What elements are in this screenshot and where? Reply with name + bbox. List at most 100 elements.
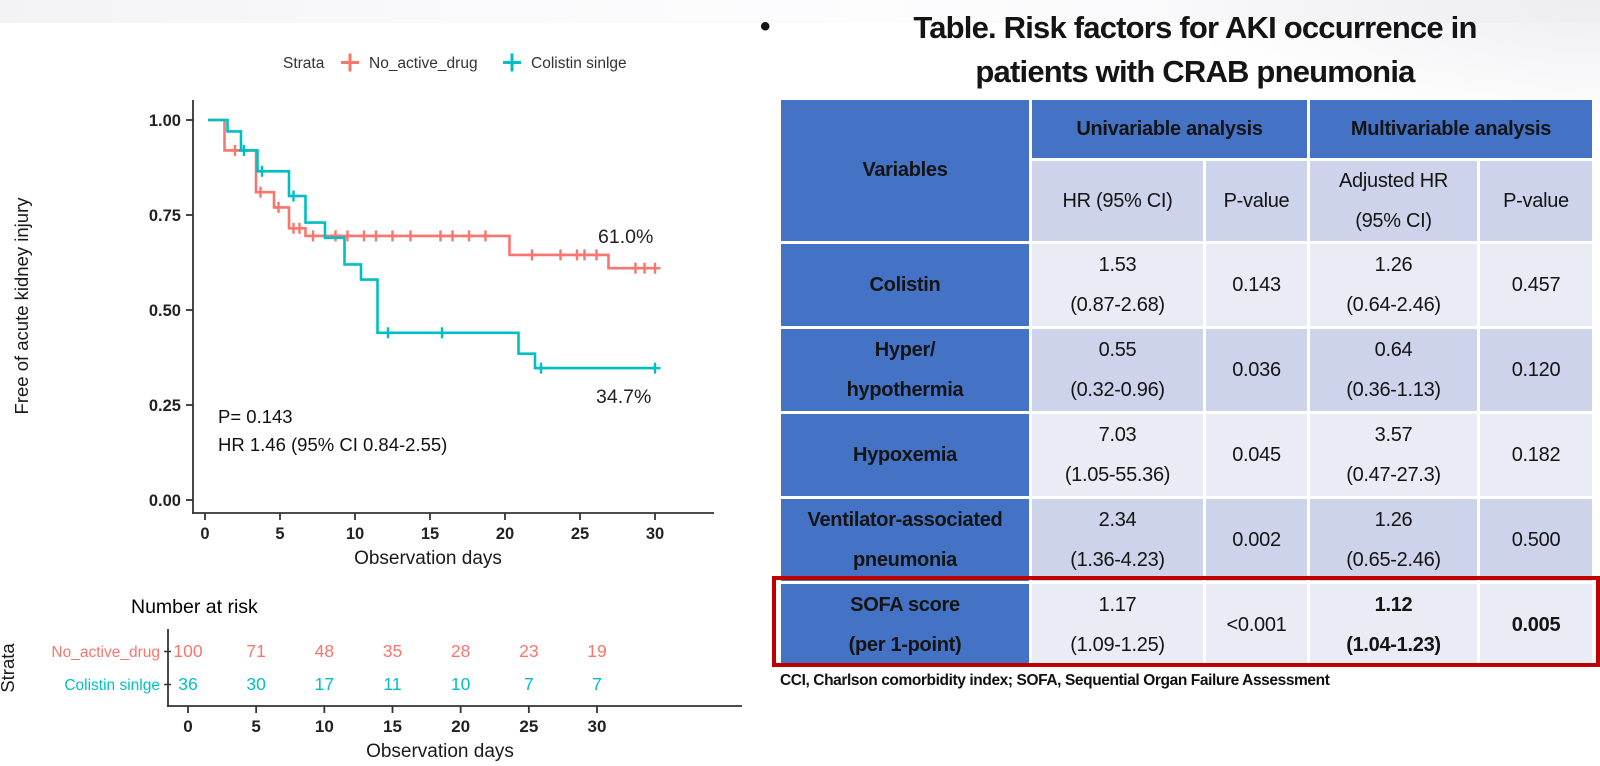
cell-uni-p: 0.036	[1206, 329, 1307, 411]
hr-ci: (0.87-2.68)	[1070, 294, 1165, 316]
row-label-line1: SOFA score	[850, 594, 960, 616]
hr-ci: (1.09-1.25)	[1070, 634, 1165, 656]
row-label-line1: Hypoxemia	[852, 444, 957, 466]
cell-multi-p-highlighted: 0.005	[1480, 584, 1592, 666]
cell-multi-hr-highlighted: 1.12 (1.04-1.23)	[1310, 584, 1477, 666]
hr-value: 2.34	[1098, 509, 1137, 531]
svg-text:0: 0	[200, 525, 209, 543]
table-row-hypoxemia: Hypoxemia 7.03 (1.05-55.36) 0.045 3.57 (…	[781, 414, 1592, 496]
cell-uni-hr: 2.34 (1.36-4.23)	[1032, 499, 1203, 581]
hr-value: 0.64	[1374, 339, 1413, 361]
hr-value: 1.12	[1374, 594, 1413, 616]
svg-text:35: 35	[383, 641, 402, 661]
legend: Strata No_active_drug Colistin sinlge	[283, 53, 627, 72]
cell-multi-hr: 0.64 (0.36-1.13)	[1310, 329, 1477, 411]
svg-text:10: 10	[451, 674, 471, 694]
col-header-multivariable: Multivariable analysis	[1310, 100, 1592, 158]
col-header-variables: Variables	[781, 100, 1029, 241]
svg-text:10: 10	[315, 717, 334, 736]
title-line-1: Table. Risk factors for AKI occurrence i…	[913, 10, 1477, 45]
svg-text:15: 15	[421, 525, 439, 543]
row-label-vap: Ventilator-associated pneumonia	[781, 499, 1029, 581]
svg-text:17: 17	[315, 674, 334, 694]
cell-multi-hr: 3.57 (0.47-27.3)	[1310, 414, 1477, 496]
row-label-line1: Ventilator-associated	[807, 509, 1003, 531]
col-header-multi-hr-line2: (95% CI)	[1355, 210, 1432, 232]
svg-text:30: 30	[588, 717, 607, 736]
cell-uni-hr: 7.03 (1.05-55.36)	[1032, 414, 1203, 496]
svg-text:HR 1.46 (95% CI 0.84-2.55): HR 1.46 (95% CI 0.84-2.55)	[218, 434, 447, 455]
svg-text:5: 5	[275, 525, 284, 543]
svg-text:20: 20	[451, 717, 470, 736]
cell-uni-p: 0.002	[1206, 499, 1307, 581]
svg-text:36: 36	[178, 674, 197, 694]
svg-text:No_active_drug: No_active_drug	[369, 55, 478, 72]
svg-text:Free of acute kidney injury: Free of acute kidney injury	[11, 197, 32, 415]
svg-text:Observation days: Observation days	[366, 741, 514, 762]
hr-ci: (0.36-1.13)	[1346, 379, 1441, 401]
cell-multi-hr: 1.26 (0.65-2.46)	[1310, 499, 1477, 581]
svg-text:0: 0	[183, 717, 192, 736]
table-header-row-1: Variables Univariable analysis Multivari…	[781, 100, 1592, 241]
km-annotations: 61.0% 34.7% P= 0.143 HR 1.46 (95% CI 0.84-2…	[218, 226, 653, 455]
row-label-colistin: Colistin	[781, 244, 1029, 326]
svg-text:25: 25	[519, 717, 538, 736]
svg-text:20: 20	[496, 525, 514, 543]
row-label-hyper-hypothermia: Hyper/ hypothermia	[781, 329, 1029, 411]
cell-uni-p: 0.143	[1206, 244, 1307, 326]
cell-multi-hr: 1.26 (0.64-2.46)	[1310, 244, 1477, 326]
svg-text:No_active_drug: No_active_drug	[51, 644, 160, 661]
table-row-ventilator-associated-pneumonia: Ventilator-associated pneumonia 2.34 (1.…	[781, 499, 1592, 581]
hr-value: 1.17	[1098, 594, 1137, 616]
cell-uni-hr: 0.55 (0.32-0.96)	[1032, 329, 1203, 411]
cell-multi-p: 0.120	[1480, 329, 1592, 411]
svg-text:11: 11	[383, 674, 401, 694]
number-at-risk-table: Number at risk Strata No_active_drug 10 0 71 4…	[0, 596, 742, 762]
svg-text:48: 48	[315, 641, 334, 661]
km-survival-figure: Strata No_active_drug Colistin sinlge 1.00 0…	[0, 53, 742, 762]
svg-text:Colistin sinlge: Colistin sinlge	[531, 55, 627, 72]
row-label-line2: hypothermia	[846, 379, 964, 401]
hr-ci: (0.65-2.46)	[1346, 549, 1441, 571]
cell-uni-hr: 1.53 (0.87-2.68)	[1032, 244, 1203, 326]
svg-text:Observation days: Observation days	[354, 548, 502, 569]
hr-value: 0.55	[1098, 339, 1137, 361]
col-header-univariable: Univariable analysis	[1032, 100, 1307, 158]
svg-text:Number at risk: Number at risk	[131, 596, 258, 618]
table-row-sofa-score: SOFA score (per 1-point) 1.17 (1.09-1.25…	[781, 584, 1592, 666]
hr-ci: (1.05-55.36)	[1064, 464, 1171, 486]
table-header-row-2: HR (95% CI) P-value Adjusted HR (95% CI)…	[781, 161, 1592, 241]
svg-text:25: 25	[571, 525, 589, 543]
svg-text:10: 10	[346, 525, 364, 543]
cell-multi-p: 0.182	[1480, 414, 1592, 496]
hr-ci: (0.64-2.46)	[1346, 294, 1441, 316]
table-footnote: CCI, Charlson comorbidity index; SOFA, S…	[780, 672, 1330, 689]
hr-value: 7.03	[1098, 424, 1137, 446]
hr-value: 1.26	[1374, 509, 1413, 531]
svg-text:7: 7	[524, 674, 534, 694]
svg-text:0.50: 0.50	[149, 302, 181, 320]
svg-text:71: 71	[246, 641, 265, 661]
svg-text:1.00: 1.00	[149, 112, 181, 130]
svg-text:34.7%: 34.7%	[596, 386, 651, 408]
row-label-line2: (per 1-point)	[848, 634, 962, 656]
svg-text:15: 15	[383, 717, 402, 736]
svg-text:0.25: 0.25	[149, 397, 181, 415]
hr-value: 1.53	[1098, 254, 1137, 276]
svg-text:P= 0.143: P= 0.143	[218, 406, 293, 427]
svg-text:7: 7	[592, 674, 602, 694]
title-bullet: •	[760, 10, 771, 43]
svg-text:28: 28	[451, 641, 470, 661]
svg-text:Strata: Strata	[0, 643, 18, 693]
cell-uni-hr: 1.17 (1.09-1.25)	[1032, 584, 1203, 666]
table-row-hyper-hypothermia: Hyper/ hypothermia 0.55 (0.32-0.96) 0.03…	[781, 329, 1592, 411]
hr-ci: (0.47-27.3)	[1346, 464, 1441, 486]
svg-text:0.75: 0.75	[149, 207, 181, 225]
row-label-line1: Hyper/	[874, 339, 936, 361]
col-header-multi-hr: Adjusted HR (95% CI)	[1310, 161, 1477, 241]
svg-text:23: 23	[519, 641, 538, 661]
km-curve-colistin-sinlge	[208, 118, 661, 374]
hr-ci: (1.36-4.23)	[1070, 549, 1165, 571]
svg-text:30: 30	[246, 674, 266, 694]
